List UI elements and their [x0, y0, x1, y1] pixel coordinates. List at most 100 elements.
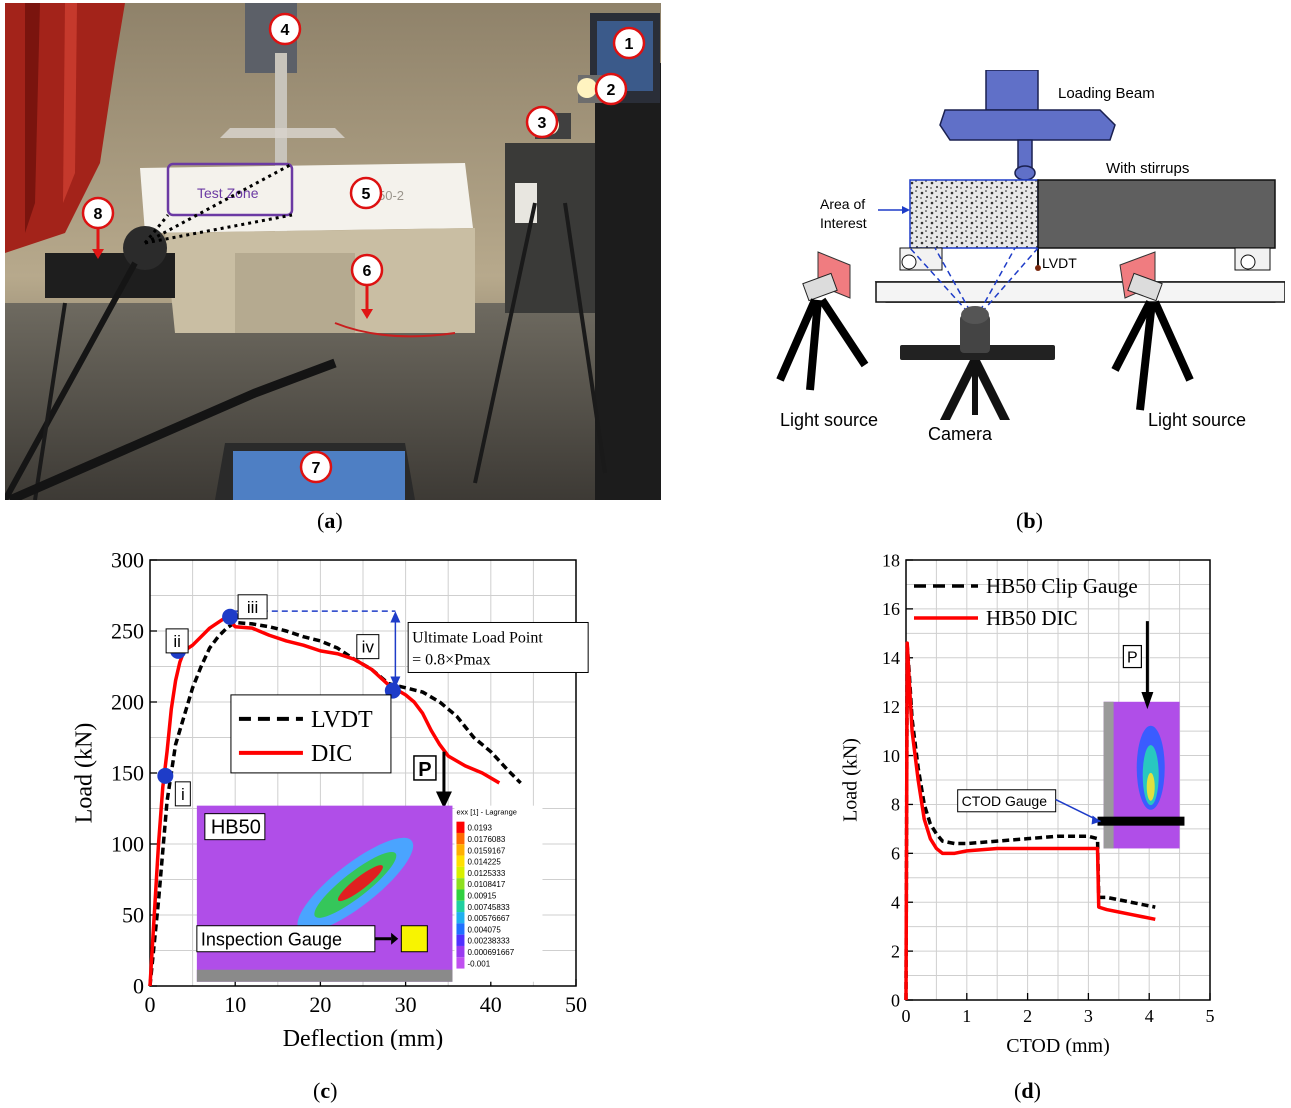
- d-ytick-label: 16: [882, 599, 900, 619]
- c-inset-legend-value: 0.00576667: [467, 914, 510, 923]
- d-xtick-label: 1: [962, 1006, 971, 1026]
- d-xtick-label: 0: [902, 1006, 911, 1026]
- c-legend-label-lvdt: LVDT: [311, 707, 373, 733]
- svg-text:4: 4: [281, 22, 290, 39]
- left-light-label: Light source: [780, 410, 878, 430]
- d-load-marker-box: [1122, 644, 1142, 669]
- caption-c: (c): [313, 1078, 338, 1103]
- c-point-i: [157, 767, 174, 784]
- lvdt-label: LVDT: [1042, 255, 1077, 271]
- c-xtick-label: 50: [565, 992, 587, 1017]
- c-point-label-iii: iii: [247, 598, 258, 617]
- c-inset-legend-value: 0.000691667: [467, 948, 514, 957]
- c-inset-legend-value: 0.0108417: [467, 880, 505, 889]
- d-ytick-label: 2: [891, 941, 900, 961]
- c-ultimate-box: [407, 621, 589, 673]
- d-ctod-gauge-bar: [1097, 816, 1185, 826]
- panel-b-schematic: Loading Beam With stirrups Area of Inter…: [770, 69, 1287, 450]
- d-ytick-label: 0: [891, 990, 900, 1010]
- c-load-marker: P: [418, 759, 431, 781]
- c-xtick-label: 40: [480, 992, 502, 1017]
- d-xtick-label: 2: [1023, 1006, 1032, 1026]
- d-ylabel: Load (kN): [839, 738, 861, 822]
- area-of-interest-label-2: Interest: [820, 215, 867, 231]
- marker-3: 3: [525, 105, 559, 139]
- c-inset-legend-swatch: [456, 844, 465, 856]
- specimen-label: 50-2: [378, 188, 404, 203]
- c-inset-legend-swatch: [456, 878, 465, 890]
- d-ytick-label: 8: [891, 795, 900, 815]
- d-ctod-gauge-label: CTOD Gauge: [962, 793, 1048, 809]
- d-legend-label-0: HB50 Clip Gauge: [986, 574, 1138, 598]
- c-inset-legend-swatch: [456, 866, 465, 879]
- area-of-interest-label-1: Area of: [820, 196, 865, 212]
- c-inset-legend-value: 0.0193: [467, 824, 492, 833]
- c-xlabel: Deflection (mm): [283, 1026, 444, 1050]
- svg-text:2: 2: [607, 82, 616, 99]
- c-xtick-label: 0: [145, 992, 156, 1017]
- d-ctod-gauge-arrow-head: [1091, 815, 1101, 825]
- c-inset-gauge-arrow-head: [391, 932, 399, 945]
- c-inset-legend-title: exx [1] - Lagrange: [456, 808, 516, 817]
- c-point-iii: [222, 608, 239, 625]
- c-inset-legend-value: 0.0125333: [467, 869, 505, 878]
- c-inset-legend-swatch: [456, 912, 465, 924]
- d-ytick-label: 14: [882, 648, 900, 668]
- c-legend-label-dic: DIC: [311, 741, 352, 767]
- loading-beam-label: Loading Beam: [1058, 85, 1155, 102]
- d-xlabel: CTOD (mm): [1006, 1035, 1110, 1057]
- c-inset-legend-swatch: [456, 945, 465, 958]
- d-series-hb50-dic: [904, 641, 1156, 1001]
- loading-beam: [939, 69, 1116, 181]
- marker-4: 4: [268, 12, 302, 46]
- marker-1: 1: [612, 26, 646, 60]
- d-load-arrow-head: [1141, 692, 1154, 710]
- caption-b: (b): [1016, 508, 1043, 533]
- d-ytick-label: 18: [882, 550, 900, 570]
- svg-text:6: 6: [363, 263, 372, 280]
- d-load-marker: P: [1127, 650, 1138, 667]
- c-inset-legend-swatch: [456, 889, 465, 901]
- d-xtick-label: 5: [1206, 1006, 1215, 1026]
- c-dic-band-red: [337, 865, 383, 902]
- c-ytick-label: 150: [111, 761, 144, 786]
- c-ytick-label: 0: [133, 974, 144, 999]
- d-legend-label-1: HB50 DIC: [986, 606, 1078, 630]
- d-ctod-gauge-box: [957, 789, 1057, 813]
- c-inset-legend-swatch: [456, 821, 465, 833]
- lab-photo: Test Zone 50-2 1 2 3 4 5 6 7 8: [2, 3, 661, 505]
- panel-d-chart: 0 1 2 3 4 5 0 2 4 6 8 10 12 14 16 18 CTOD (mm) Load (kN) H…: [820, 540, 1260, 1060]
- c-ytick-label: 100: [111, 832, 144, 857]
- c-inset-legend-swatch: [456, 934, 465, 946]
- d-xtick-label: 3: [1084, 1006, 1093, 1026]
- c-ultimate-line1: Ultimate Load Point: [412, 629, 543, 646]
- c-inset-legend-value: 0.0176083: [467, 835, 505, 844]
- c-ytick-label: 300: [111, 548, 144, 573]
- c-legend-box: [230, 694, 392, 774]
- c-inset-legend-swatch: [456, 900, 465, 913]
- svg-text:7: 7: [312, 460, 321, 477]
- c-ytick-label: 250: [111, 619, 144, 644]
- marker-7: 7: [299, 450, 333, 484]
- svg-text:8: 8: [94, 206, 103, 223]
- left-light-icon: [776, 251, 869, 391]
- c-inset-title-box: [204, 813, 266, 841]
- c-ultimate-line2: = 0.8×Pmax: [412, 651, 491, 668]
- d-ytick-label: 4: [891, 893, 900, 913]
- marker-6: 6: [350, 253, 384, 287]
- c-inset-title: HB50: [211, 817, 261, 839]
- c-series-dic: [148, 615, 501, 987]
- panel-c-chart: 0 10 20 30 40 50 0 50 100 150 200 250 300 Deflection …: [60, 540, 600, 1052]
- c-point-label-box-i: [174, 781, 191, 807]
- caption-d: (d): [1014, 1078, 1041, 1103]
- marker-8: 8: [81, 196, 115, 230]
- test-zone-box: [166, 162, 294, 217]
- c-ytick-label: 200: [111, 690, 144, 715]
- c-point-label-box-iii: [237, 594, 268, 620]
- c-inset-legend-swatch: [456, 957, 465, 969]
- c-point-label-iv: iv: [362, 638, 375, 657]
- c-inset-legend-value: 0.00915: [467, 891, 496, 900]
- c-inset-legend-value: -0.001: [467, 959, 490, 968]
- c-inset-legend-value: 0.0159167: [467, 846, 505, 855]
